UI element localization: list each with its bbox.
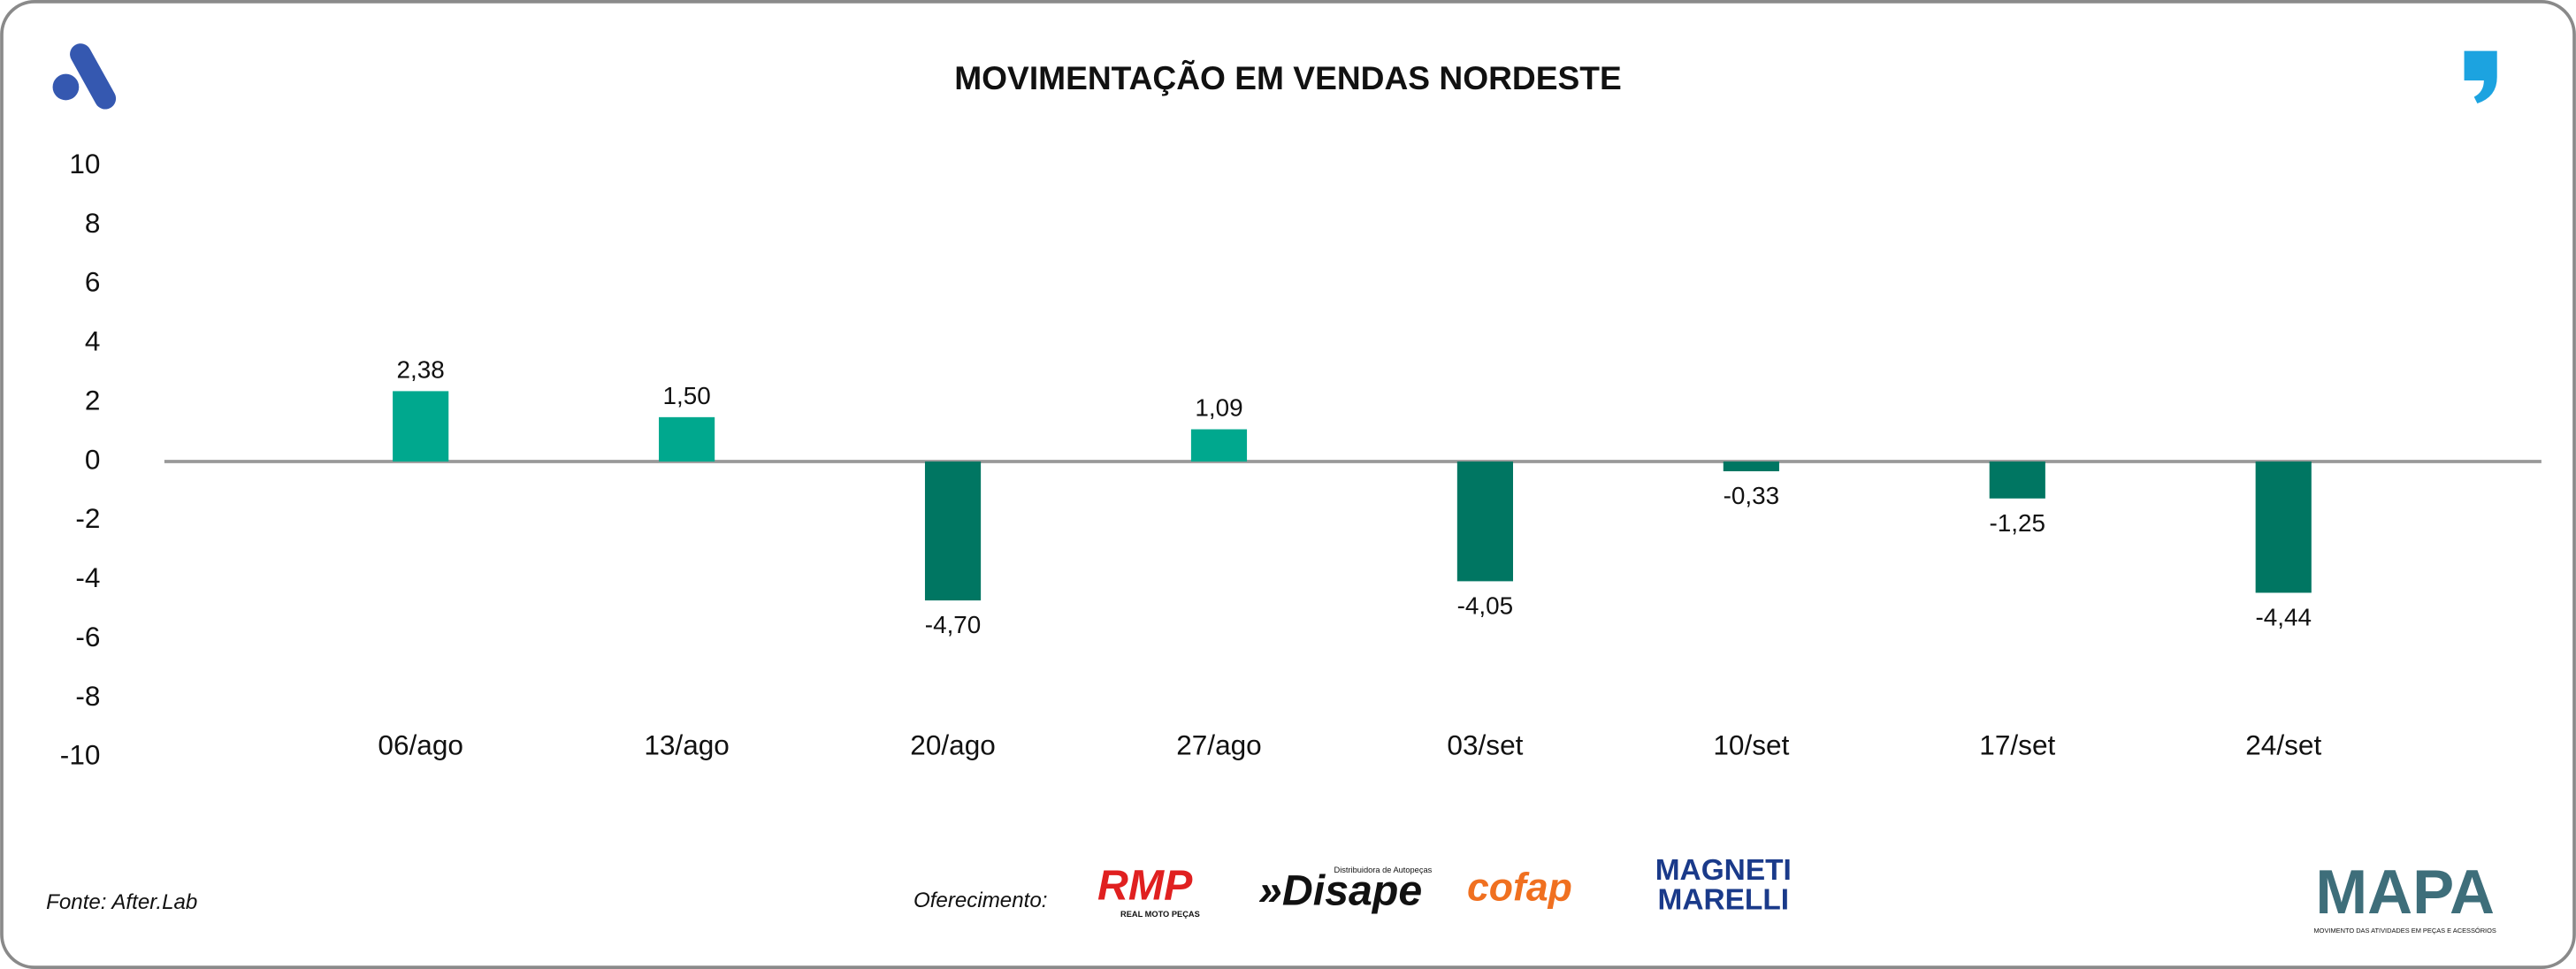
- value-label: -4,70: [925, 611, 982, 638]
- bar: [1456, 461, 1513, 582]
- bar: [924, 461, 982, 601]
- x-tick-label: 20/ago: [910, 729, 996, 761]
- y-tick-label: 10: [69, 148, 100, 179]
- y-tick-label: -6: [75, 621, 100, 652]
- sponsor-marelli: MARELLI: [1658, 884, 1790, 917]
- logo-quote: [2464, 50, 2497, 104]
- x-tick-label: 17/set: [1979, 729, 2055, 761]
- y-tick-label: 4: [85, 325, 101, 357]
- y-tick-label: 6: [85, 266, 101, 298]
- logo-a: [52, 43, 117, 110]
- sponsor-rmp-sub: REAL MOTO PEÇAS: [1120, 910, 1200, 919]
- y-tick-label: -8: [75, 680, 100, 712]
- sponsor-cofap: cofap: [1467, 866, 1572, 910]
- brand: MAPA: [2315, 857, 2495, 927]
- sponsor-rmp: RMP: [1097, 862, 1193, 910]
- sponsor-label: Oferecimento:: [913, 889, 1048, 912]
- value-label: -4,05: [1457, 591, 1514, 619]
- y-tick-label: 0: [85, 443, 101, 475]
- bar: [1989, 461, 2045, 499]
- sponsor-magneti: MAGNETI: [1655, 854, 1792, 887]
- brand-tagline: MOVIMENTO DAS ATIVIDADES EM PEÇAS E ACES…: [2314, 927, 2496, 935]
- value-label: 1,50: [662, 382, 710, 409]
- chart-title: MOVIMENTAÇÃO EM VENDAS NORDESTE: [954, 59, 1622, 96]
- value-label: -1,25: [1990, 509, 2046, 537]
- x-tick-label: 27/ago: [1176, 729, 1262, 761]
- x-tick-label: 13/ago: [644, 729, 730, 761]
- bar: [659, 416, 715, 462]
- value-label: 2,38: [397, 355, 445, 383]
- sponsor-disape-sub: Distribuidora de Autopeças: [1334, 866, 1433, 874]
- x-tick-label: 24/set: [2245, 729, 2321, 761]
- x-tick-label: 03/set: [1447, 729, 1523, 761]
- x-tick-label: 10/set: [1713, 729, 1789, 761]
- source: Fonte: After.Lab: [46, 890, 197, 914]
- x-tick-label: 06/ago: [378, 729, 463, 761]
- bar: [2255, 461, 2312, 593]
- y-tick-label: -10: [60, 739, 101, 771]
- sponsor-logos: RMP REAL MOTO PEÇAS Distribuidora de Aut…: [1097, 854, 1792, 919]
- bar: [393, 391, 449, 462]
- sponsor-disape: »Disape: [1258, 866, 1422, 914]
- bar: [1723, 461, 1779, 472]
- y-tick-label: -2: [75, 502, 100, 534]
- y-tick-label: 8: [85, 207, 101, 239]
- bar: [1190, 429, 1248, 462]
- value-label: 1,09: [1195, 394, 1242, 422]
- y-tick-label: 2: [85, 384, 101, 416]
- value-label: -0,33: [1724, 482, 1780, 509]
- value-label: -4,44: [2255, 604, 2311, 631]
- y-tick-label: -4: [75, 561, 100, 593]
